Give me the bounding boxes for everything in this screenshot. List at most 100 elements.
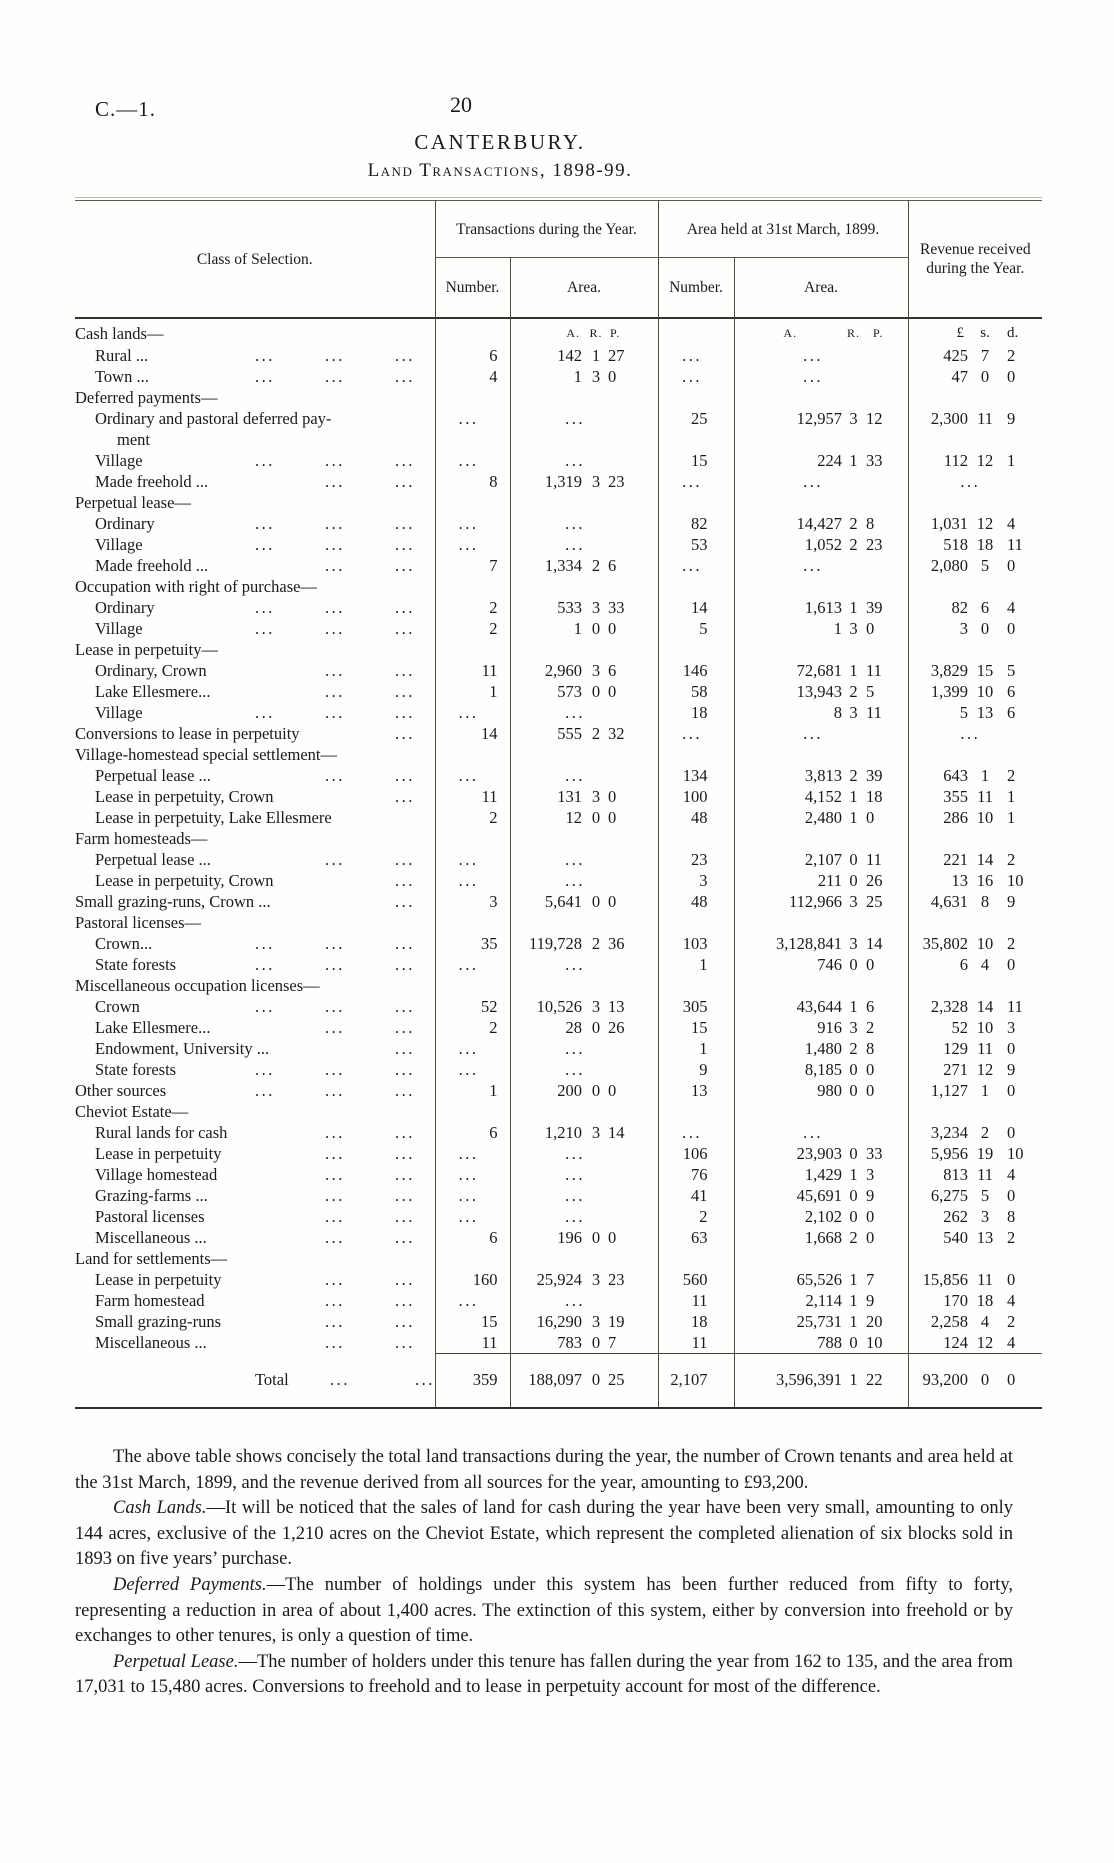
cell: 3: [866, 1165, 875, 1184]
cell: [733, 1248, 909, 1269]
cell: 3,813: [733, 765, 846, 786]
cell: 33: [608, 598, 625, 617]
leader-dots: ...: [395, 1186, 415, 1205]
leader-dots: ...: [255, 346, 275, 365]
table-row: Lease in perpetuity, Lake Ellesmere 2 12 0 0…: [75, 807, 1042, 828]
cell: 0: [866, 808, 875, 827]
class-cell: Lease in perpetuity, Crown...: [75, 870, 435, 891]
cell: 6,275: [907, 1185, 971, 1206]
leader-dots: ...: [325, 1060, 345, 1079]
paragraph-deferred-payments: Deferred Payments.—The number of holding…: [75, 1573, 1013, 1650]
cell: 3: [849, 619, 858, 638]
cell: 0: [849, 955, 858, 974]
group-row: Deferred payments—: [75, 387, 1043, 408]
table-row: Small grazing-runs, Crown ...... 3 5,641 0 0…: [75, 891, 1042, 912]
class-cell: Land for settlements—: [75, 1248, 435, 1269]
row-label: Village homestead: [95, 1165, 218, 1184]
cell: [657, 318, 734, 345]
group-row: Cheviot Estate—: [75, 1101, 1043, 1122]
cell: 43,644: [733, 996, 846, 1017]
class-cell: Perpetual lease .........: [75, 849, 435, 870]
cell: ...: [434, 1206, 510, 1227]
paragraph-cash-lands: Cash Lands.—It will be noticed that the …: [75, 1496, 1013, 1573]
cell: ...: [657, 471, 734, 492]
cell: ...: [509, 450, 658, 471]
cell: 2: [434, 618, 510, 639]
cell: 48: [657, 807, 734, 828]
row-label: Village: [95, 451, 143, 470]
cell: [434, 912, 510, 933]
cell: 3: [591, 997, 601, 1016]
table-row: Town ............ 4 1 3 0...... 47 0 0: [75, 366, 1042, 387]
cell: 11: [434, 786, 510, 807]
cell: [509, 1101, 658, 1122]
leader-dots: ...: [395, 1144, 415, 1163]
table-body: Cash lands— A. R. P. A. R. P. £ s. d. Rural ......…: [75, 318, 1043, 1354]
class-cell: Lease in perpetuity, Crown...: [75, 786, 435, 807]
leader-dots: ...: [325, 346, 345, 365]
cell: ...: [434, 513, 510, 534]
cell: 15: [434, 1311, 510, 1332]
cell: 13: [976, 703, 994, 722]
cell: [434, 639, 510, 660]
cell: ...: [509, 513, 658, 534]
cell: 2: [591, 934, 601, 953]
cell: ...: [907, 471, 1043, 492]
cell: [907, 1101, 1043, 1122]
cell: 11: [977, 409, 993, 428]
cell: 5: [1007, 661, 1016, 680]
cell: 2: [657, 1206, 734, 1227]
cell: 0: [980, 367, 990, 386]
cell: 7: [608, 1333, 617, 1352]
cell: 2: [849, 535, 858, 554]
group-row: Farm homesteads—: [75, 828, 1043, 849]
cell: 2: [1007, 1312, 1016, 1331]
cell: 1: [849, 598, 858, 617]
leader-dots: ...: [395, 892, 415, 911]
leader-dots: ...: [325, 850, 345, 869]
leader-dots: ...: [330, 1369, 350, 1389]
cell: ...: [509, 1059, 658, 1080]
cell: 8: [866, 514, 875, 533]
cell: ...: [509, 408, 658, 450]
cell: 1: [1007, 808, 1016, 827]
cell: 1,127: [907, 1080, 971, 1101]
table-row: Rural lands for cash...... 6 1,210 3 14.....…: [75, 1122, 1042, 1143]
row-label: Village-homestead special settlement—: [75, 745, 338, 764]
cell: 1: [849, 1165, 858, 1184]
cell: 124: [907, 1332, 971, 1354]
row-label: Grazing-farms ...: [95, 1186, 208, 1205]
total-label: Total: [255, 1369, 289, 1389]
cell: 1: [846, 1353, 861, 1408]
leader-dots: ...: [325, 1018, 345, 1037]
row-label: Small grazing-runs: [95, 1312, 222, 1331]
leader-dots: ...: [395, 724, 415, 743]
cell: ...: [733, 1122, 909, 1143]
row-label: Village: [95, 535, 143, 554]
paragraph-perpetual-lease: Perpetual Lease.—The number of holders u…: [75, 1650, 1013, 1701]
cell: 103: [657, 933, 734, 954]
cell: 18: [976, 1291, 994, 1310]
row-label: Rural lands for cash: [95, 1123, 228, 1142]
cell: 11: [977, 787, 993, 806]
cell: 0: [608, 619, 617, 638]
table-row: Ordinary, Crown...... 11 2,960 3 6 146 72,681 1…: [75, 660, 1042, 681]
cell: 5: [980, 1186, 990, 1205]
col-header-area-2: Area.: [733, 257, 909, 320]
cell: 18: [976, 535, 994, 554]
cell: [907, 744, 1043, 765]
cell: [657, 975, 734, 996]
cell: 14: [976, 850, 994, 869]
cell: 0: [849, 850, 858, 869]
cell: 2: [591, 724, 601, 743]
cell: 134: [657, 765, 734, 786]
leader-dots: ...: [395, 1270, 415, 1289]
cell: 170: [907, 1290, 971, 1311]
table-row: Pastoral licenses............ 2 2,102 0 0 262…: [75, 1206, 1042, 1227]
cell: 4: [980, 955, 990, 974]
leader-dots: ...: [395, 1060, 415, 1079]
cell: 0: [980, 619, 990, 638]
cell: 813: [907, 1164, 971, 1185]
class-cell: Rural lands for cash......: [75, 1122, 435, 1143]
cell: ...: [509, 1164, 658, 1185]
